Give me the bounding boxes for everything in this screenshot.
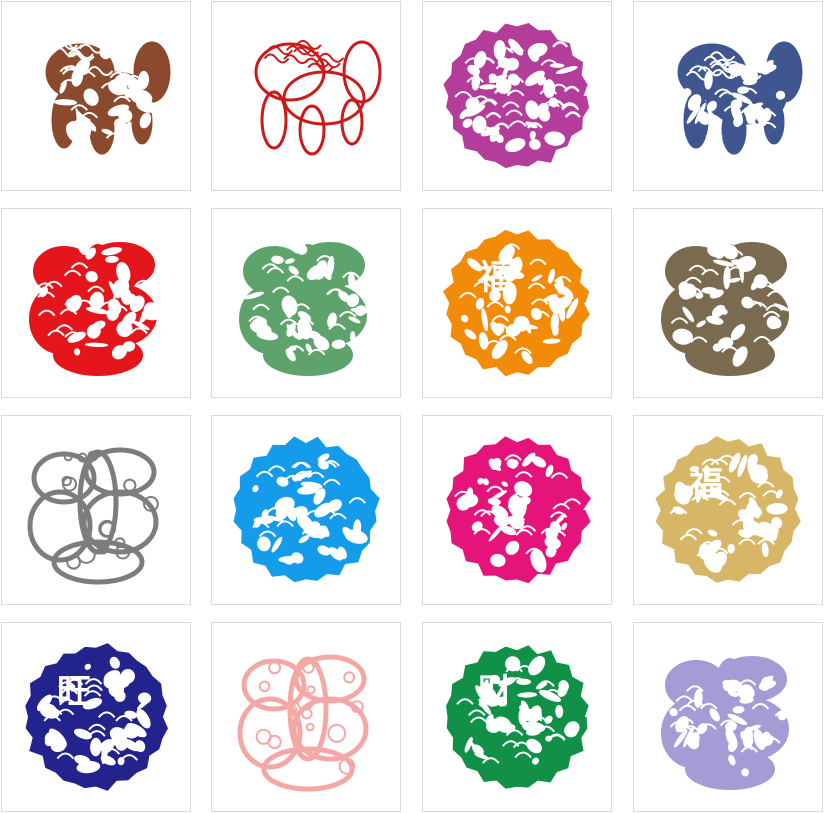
papercut-image: [446, 436, 591, 584]
papercut-tile-qilin-round-paper-cut[interactable]: [422, 1, 612, 191]
papercut-image: [237, 654, 369, 792]
tile-glyph: 福: [688, 465, 723, 505]
papercut-image: [29, 242, 162, 376]
papercut-image: [233, 436, 380, 583]
papercut-image: [661, 656, 793, 790]
papercut-tile-round-paper-cut[interactable]: [211, 415, 401, 605]
papercut-tile-dragon-fu-paper-cut[interactable]: [633, 208, 823, 398]
papercut-tile-round-paper-cut[interactable]: 福: [422, 208, 612, 398]
papercut-image: 财: [446, 645, 589, 789]
papercut-tile-cai-round-paper-cut[interactable]: 财: [422, 622, 612, 812]
papercut-image: [661, 242, 791, 376]
papercut-tile-qilin-outline-paper-cut[interactable]: [211, 1, 401, 191]
papercut-tile-guardian-lion-paper-cut[interactable]: [633, 1, 823, 191]
papercut-image: 福: [443, 229, 590, 377]
papercut-tile-fu-character-paper-cut[interactable]: [633, 622, 823, 812]
papercut-image: [254, 39, 382, 156]
papercut-image: [443, 23, 590, 169]
papercut-image: [239, 242, 372, 376]
papercut-tile-fu-character-paper-cut[interactable]: [211, 622, 401, 812]
papercut-tile-fu-character-outline-paper-cut[interactable]: [1, 415, 191, 605]
papercut-tile-fu-character-paper-cut[interactable]: [1, 208, 191, 398]
papercut-image: 福: [655, 436, 801, 583]
papercut-tile-round-paper-cut[interactable]: 福: [633, 415, 823, 605]
papercut-tile-round-paper-cut[interactable]: [422, 415, 612, 605]
tile-glyph: 福: [477, 258, 512, 298]
papercut-image: [27, 447, 159, 585]
papercut-tile-fu-character-paper-cut[interactable]: [211, 208, 401, 398]
papercut-image: [45, 39, 171, 155]
papercut-tile-wang-round-paper-cut[interactable]: 旺: [1, 622, 191, 812]
papercut-tile-lion-paper-cut[interactable]: [1, 1, 191, 191]
papercut-image: [677, 41, 803, 155]
tile-glyph: 财: [478, 672, 512, 712]
papercut-image: 旺: [25, 643, 168, 791]
tile-glyph: 旺: [57, 672, 91, 712]
